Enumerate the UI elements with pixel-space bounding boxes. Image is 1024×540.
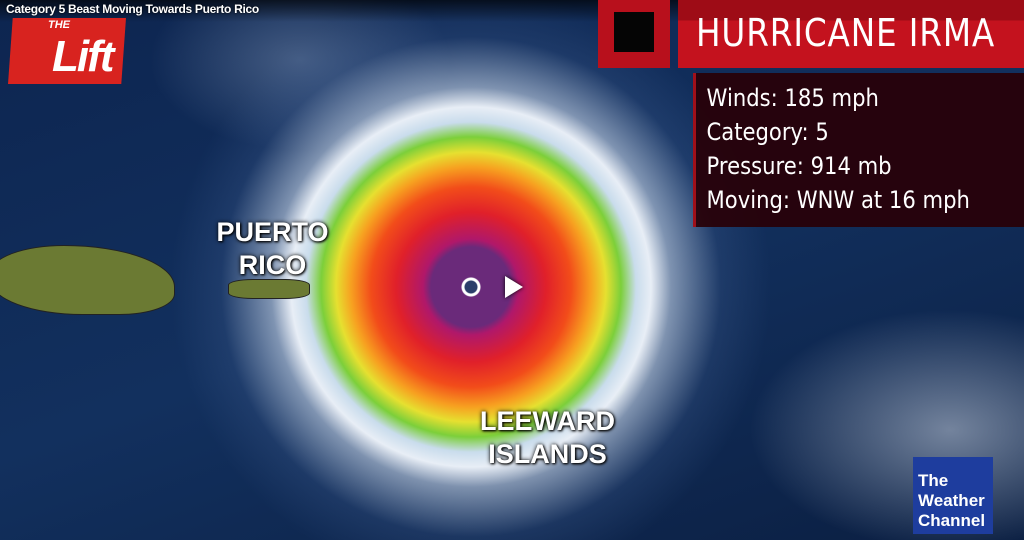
- label-line: LEEWARD: [480, 406, 615, 436]
- video-title[interactable]: Category 5 Beast Moving Towards Puerto R…: [6, 2, 259, 16]
- logo-the: THE: [48, 19, 70, 31]
- storm-stats-panel: Winds: 185 mph Category: 5 Pressure: 914…: [693, 73, 1024, 227]
- storm-name: HURRICANE IRMA: [696, 11, 996, 55]
- stat-pressure: Pressure: 914 mb: [706, 152, 892, 180]
- storm-header: HURRICANE IRMA: [598, 0, 1024, 68]
- map-label-puerto-rico: PUERTO RICO: [205, 216, 340, 282]
- header-banner: HURRICANE IRMA: [678, 0, 1024, 68]
- stat-winds: Winds: 185 mph: [706, 84, 879, 112]
- label-line: PUERTO: [216, 217, 329, 247]
- logo-line: Weather: [918, 491, 985, 510]
- logo-line: Channel: [918, 511, 986, 530]
- logo-lift: Lift: [52, 32, 114, 81]
- stat-category: Category: 5: [706, 118, 829, 146]
- hispaniola-land: [0, 245, 175, 315]
- play-icon[interactable]: [505, 276, 523, 298]
- logo-line: The: [918, 471, 949, 490]
- stat-moving: Moving: WNW at 16 mph: [706, 186, 970, 214]
- the-lift-logo: THE Lift: [8, 18, 126, 84]
- map-label-leeward-islands: LEEWARD ISLANDS: [470, 405, 625, 471]
- label-line: ISLANDS: [488, 439, 607, 469]
- header-square-icon: [598, 0, 670, 68]
- puerto-rico-land: [228, 279, 310, 299]
- label-line: RICO: [238, 250, 307, 280]
- weather-channel-logo: The Weather Channel: [913, 457, 993, 534]
